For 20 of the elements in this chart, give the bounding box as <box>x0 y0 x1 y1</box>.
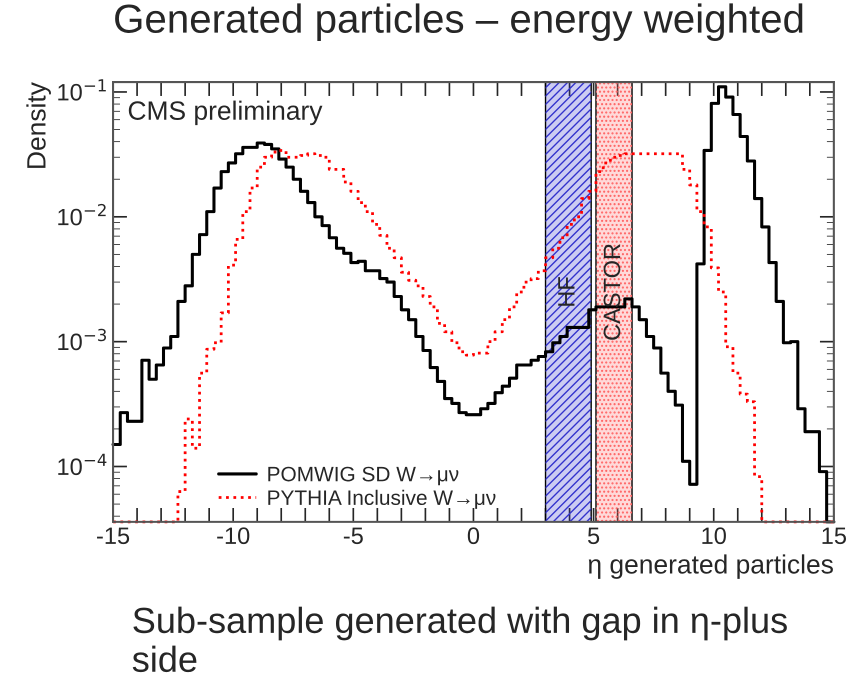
band-label: CASTOR <box>604 244 620 340</box>
band-label: HF <box>558 277 574 306</box>
y-tick-label: 10$^{−2}$ <box>58 204 106 226</box>
x-tick-label: 5 <box>588 528 600 544</box>
x-tick-label: 0 <box>468 527 480 544</box>
x-tick-label: -10 <box>217 527 250 544</box>
x-tick-label: -15 <box>97 528 130 544</box>
x-axis-title: η generated particles <box>588 554 833 579</box>
y-axis-title: Density <box>26 82 51 168</box>
text: Sub-sample generated with gap in η-plus side <box>132 606 787 672</box>
y-tick-label: 10$^{−4}$ <box>58 454 106 476</box>
y-tick-label: 10$^{−3}$ <box>58 328 106 350</box>
chart-title: Generated particles – energy weighted <box>115 3 802 41</box>
x-tick-label: 10 <box>702 527 726 544</box>
series-label: POMWIG SD W→μν <box>268 466 458 486</box>
x-tick-label: 15 <box>822 528 846 544</box>
series-label: PYTHIA Inclusive W→μν <box>268 490 496 509</box>
x-tick-label: -5 <box>344 528 363 544</box>
y-tick-label: 10$^{−1}$ <box>58 79 106 101</box>
annotation: CMS preliminary <box>128 100 322 126</box>
